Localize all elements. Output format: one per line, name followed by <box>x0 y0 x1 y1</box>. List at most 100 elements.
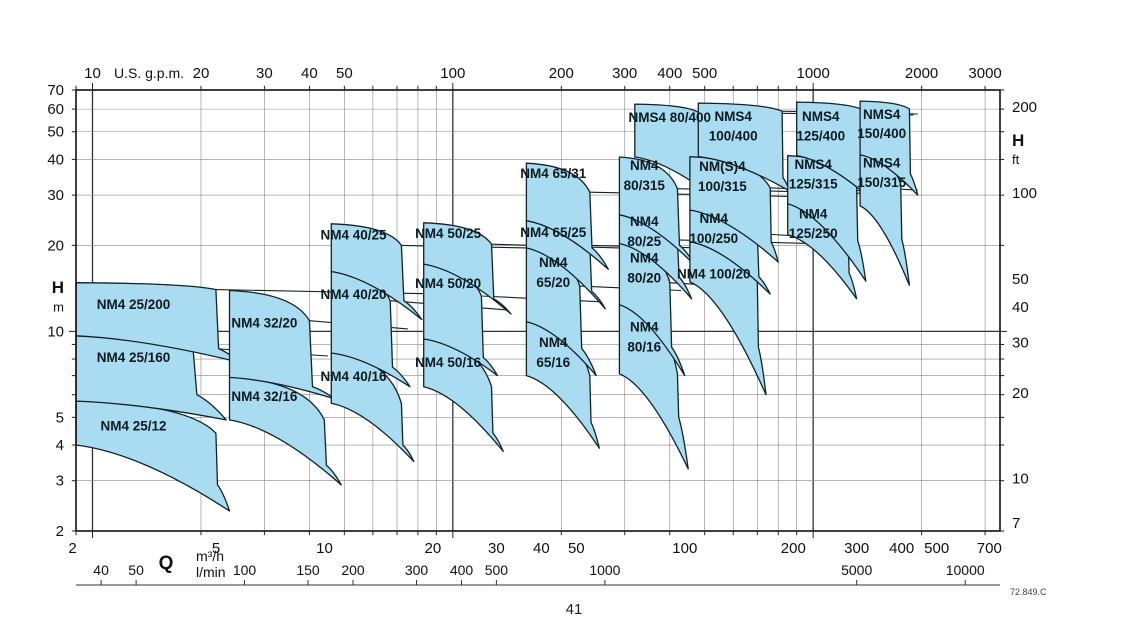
svg-text:5000: 5000 <box>841 562 872 578</box>
svg-text:NM4 32/20: NM4 32/20 <box>231 316 297 331</box>
svg-text:100/400: 100/400 <box>709 129 758 144</box>
svg-text:NMS4: NMS4 <box>863 107 901 122</box>
svg-text:10: 10 <box>316 540 333 557</box>
svg-text:30: 30 <box>47 187 64 204</box>
svg-text:65/20: 65/20 <box>536 275 570 290</box>
svg-text:2: 2 <box>68 540 76 557</box>
svg-text:5: 5 <box>56 409 64 426</box>
svg-text:NM4: NM4 <box>700 211 729 226</box>
svg-text:NM4 50/20: NM4 50/20 <box>415 276 481 291</box>
svg-text:NM4: NM4 <box>630 319 659 334</box>
svg-text:80/16: 80/16 <box>627 340 661 355</box>
svg-text:80/20: 80/20 <box>627 271 661 286</box>
svg-text:3000: 3000 <box>968 65 1001 82</box>
svg-text:30: 30 <box>488 540 505 557</box>
svg-text:NM4 25/200: NM4 25/200 <box>97 297 171 312</box>
svg-text:NMS4 80/400: NMS4 80/400 <box>629 110 712 125</box>
svg-text:200: 200 <box>1012 99 1037 116</box>
svg-text:NM4 65/25: NM4 65/25 <box>520 225 587 240</box>
svg-text:U.S. g.p.m.: U.S. g.p.m. <box>114 65 184 81</box>
svg-text:NM4: NM4 <box>539 335 568 350</box>
svg-text:10: 10 <box>47 323 64 340</box>
svg-text:100: 100 <box>233 562 257 578</box>
svg-text:30: 30 <box>1012 334 1029 351</box>
svg-text:NMS4: NMS4 <box>714 109 752 124</box>
svg-text:NMS4: NMS4 <box>863 155 901 170</box>
svg-text:20: 20 <box>47 237 64 254</box>
svg-text:2000: 2000 <box>905 65 938 82</box>
svg-text:NM4 100/20: NM4 100/20 <box>677 267 751 282</box>
svg-text:NM4 32/16: NM4 32/16 <box>231 389 298 404</box>
svg-text:NM4: NM4 <box>630 251 659 266</box>
svg-text:NM4: NM4 <box>799 207 828 222</box>
svg-text:80/315: 80/315 <box>624 178 666 193</box>
svg-text:40: 40 <box>93 562 109 578</box>
svg-text:80/25: 80/25 <box>627 234 661 249</box>
svg-text:NM4 25/12: NM4 25/12 <box>100 418 166 433</box>
svg-text:NM(S)4: NM(S)4 <box>699 159 746 174</box>
svg-text:NM4 50/25: NM4 50/25 <box>415 226 482 241</box>
svg-text:10: 10 <box>1012 471 1029 488</box>
svg-text:10000: 10000 <box>946 562 985 578</box>
svg-text:1000: 1000 <box>589 562 620 578</box>
svg-text:300: 300 <box>844 540 869 557</box>
svg-text:300: 300 <box>405 562 429 578</box>
svg-text:70: 70 <box>47 82 64 99</box>
svg-text:150: 150 <box>296 562 320 578</box>
svg-text:125/250: 125/250 <box>789 226 838 241</box>
svg-text:1000: 1000 <box>797 65 830 82</box>
svg-text:125/400: 125/400 <box>796 129 845 144</box>
svg-text:150/315: 150/315 <box>857 175 906 190</box>
svg-text:2: 2 <box>56 523 64 540</box>
svg-text:4: 4 <box>56 437 64 454</box>
svg-text:40: 40 <box>301 65 318 82</box>
svg-text:NM4 40/20: NM4 40/20 <box>320 287 386 302</box>
svg-text:3: 3 <box>56 473 64 490</box>
svg-text:300: 300 <box>612 65 637 82</box>
svg-text:30: 30 <box>256 65 273 82</box>
svg-text:100: 100 <box>1012 185 1037 202</box>
svg-text:NM4 40/25: NM4 40/25 <box>320 227 387 242</box>
svg-text:20: 20 <box>425 540 442 557</box>
svg-text:ft: ft <box>1012 152 1020 167</box>
svg-text:40: 40 <box>533 540 550 557</box>
svg-text:m³/h: m³/h <box>196 548 224 564</box>
svg-text:400: 400 <box>450 562 474 578</box>
svg-text:10: 10 <box>84 65 101 82</box>
svg-text:H: H <box>52 278 64 297</box>
svg-text:40: 40 <box>47 151 64 168</box>
svg-text:NM4: NM4 <box>630 214 659 229</box>
svg-text:500: 500 <box>924 540 949 557</box>
svg-text:NM4 25/160: NM4 25/160 <box>97 350 171 365</box>
svg-text:NM4 65/31: NM4 65/31 <box>520 166 587 181</box>
svg-text:400: 400 <box>657 65 682 82</box>
svg-text:H: H <box>1012 131 1024 150</box>
svg-text:500: 500 <box>692 65 717 82</box>
svg-text:500: 500 <box>485 562 509 578</box>
svg-text:50: 50 <box>47 124 64 141</box>
svg-text:40: 40 <box>1012 299 1029 316</box>
svg-text:50: 50 <box>568 540 585 557</box>
svg-text:20: 20 <box>1012 385 1029 402</box>
svg-text:NM4 40/16: NM4 40/16 <box>320 369 387 384</box>
svg-text:200: 200 <box>549 65 574 82</box>
svg-text:125/315: 125/315 <box>789 177 838 192</box>
svg-text:100: 100 <box>440 65 465 82</box>
svg-text:7: 7 <box>1012 515 1020 532</box>
svg-text:200: 200 <box>341 562 365 578</box>
svg-text:200: 200 <box>781 540 806 557</box>
svg-text:100: 100 <box>672 540 697 557</box>
svg-text:NM4: NM4 <box>630 158 659 173</box>
svg-text:l/min: l/min <box>196 564 226 580</box>
svg-text:20: 20 <box>193 65 210 82</box>
svg-text:Q: Q <box>159 553 174 574</box>
svg-text:NMS4: NMS4 <box>802 109 840 124</box>
svg-text:NM4: NM4 <box>539 255 568 270</box>
svg-text:NMS4: NMS4 <box>794 157 832 172</box>
svg-text:50: 50 <box>1012 271 1029 288</box>
svg-text:100/250: 100/250 <box>689 231 738 246</box>
svg-text:150/400: 150/400 <box>857 126 906 141</box>
svg-text:400: 400 <box>889 540 914 557</box>
svg-text:50: 50 <box>128 562 144 578</box>
svg-text:m: m <box>53 300 64 315</box>
